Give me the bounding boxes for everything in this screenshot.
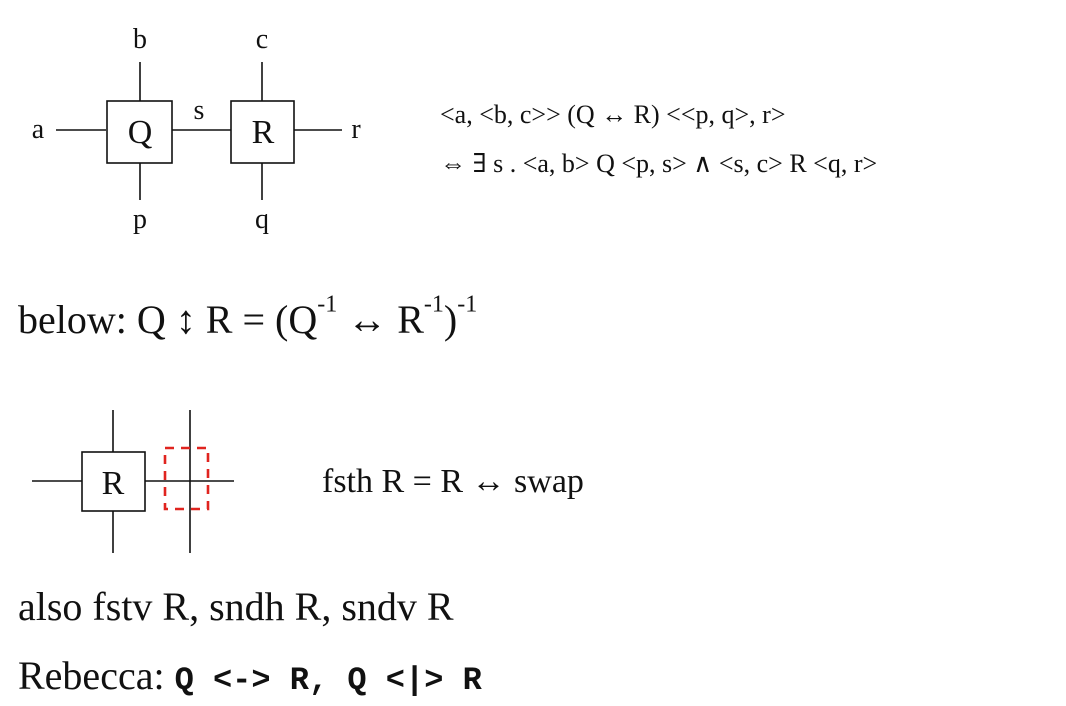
box-r-2 [81,451,146,512]
below-sup-1: -1 [317,291,338,318]
rebecca-label: Rebecca: [18,653,175,698]
up-down-arrow-icon: ↕ [175,297,196,342]
box-r-label: R [252,114,275,151]
below-sup-2: -1 [423,291,444,318]
box-r [230,100,295,164]
label-b: b [133,24,147,55]
swap-highlight [163,446,210,511]
rebecca-code: Q <-> R, Q <|> R [174,662,482,699]
below-mid-2: ↔ R [337,297,424,342]
below-sup-3: -1 [457,291,478,318]
below-prefix: below: Q [18,297,176,342]
below-mid-3: ) [443,297,458,342]
equation-line-1: <a, <b, c>> (Q ↔ R) <<p, q>, r> [440,100,786,129]
composition-diagram: Q R a b p s c q r [32,24,362,235]
label-a: a [32,114,45,145]
rebecca-line: Rebecca: Q <-> R, Q <|> R [18,652,482,699]
fsth-diagram: R [32,410,234,553]
box-r-2-label: R [102,465,125,502]
label-p: p [133,204,147,235]
equation-line-2: ⇔ ∃ s . <a, b> Q <p, s> ∧ <s, c> R <q, r… [440,149,878,178]
label-c: c [256,24,268,55]
also-line: also fstv R, sndh R, sndv R [18,584,454,629]
fsth-equation: fsth R = R ↔ swap [322,463,584,500]
below-definition: below: Q ↕ R = (Q-1 ↔ R-1)-1 [18,292,477,343]
label-r: r [351,114,361,145]
label-q: q [255,204,269,235]
box-q [106,100,173,164]
label-s: s [194,95,205,126]
below-mid-1: R = (Q [195,297,318,342]
box-q-label: Q [128,114,153,151]
